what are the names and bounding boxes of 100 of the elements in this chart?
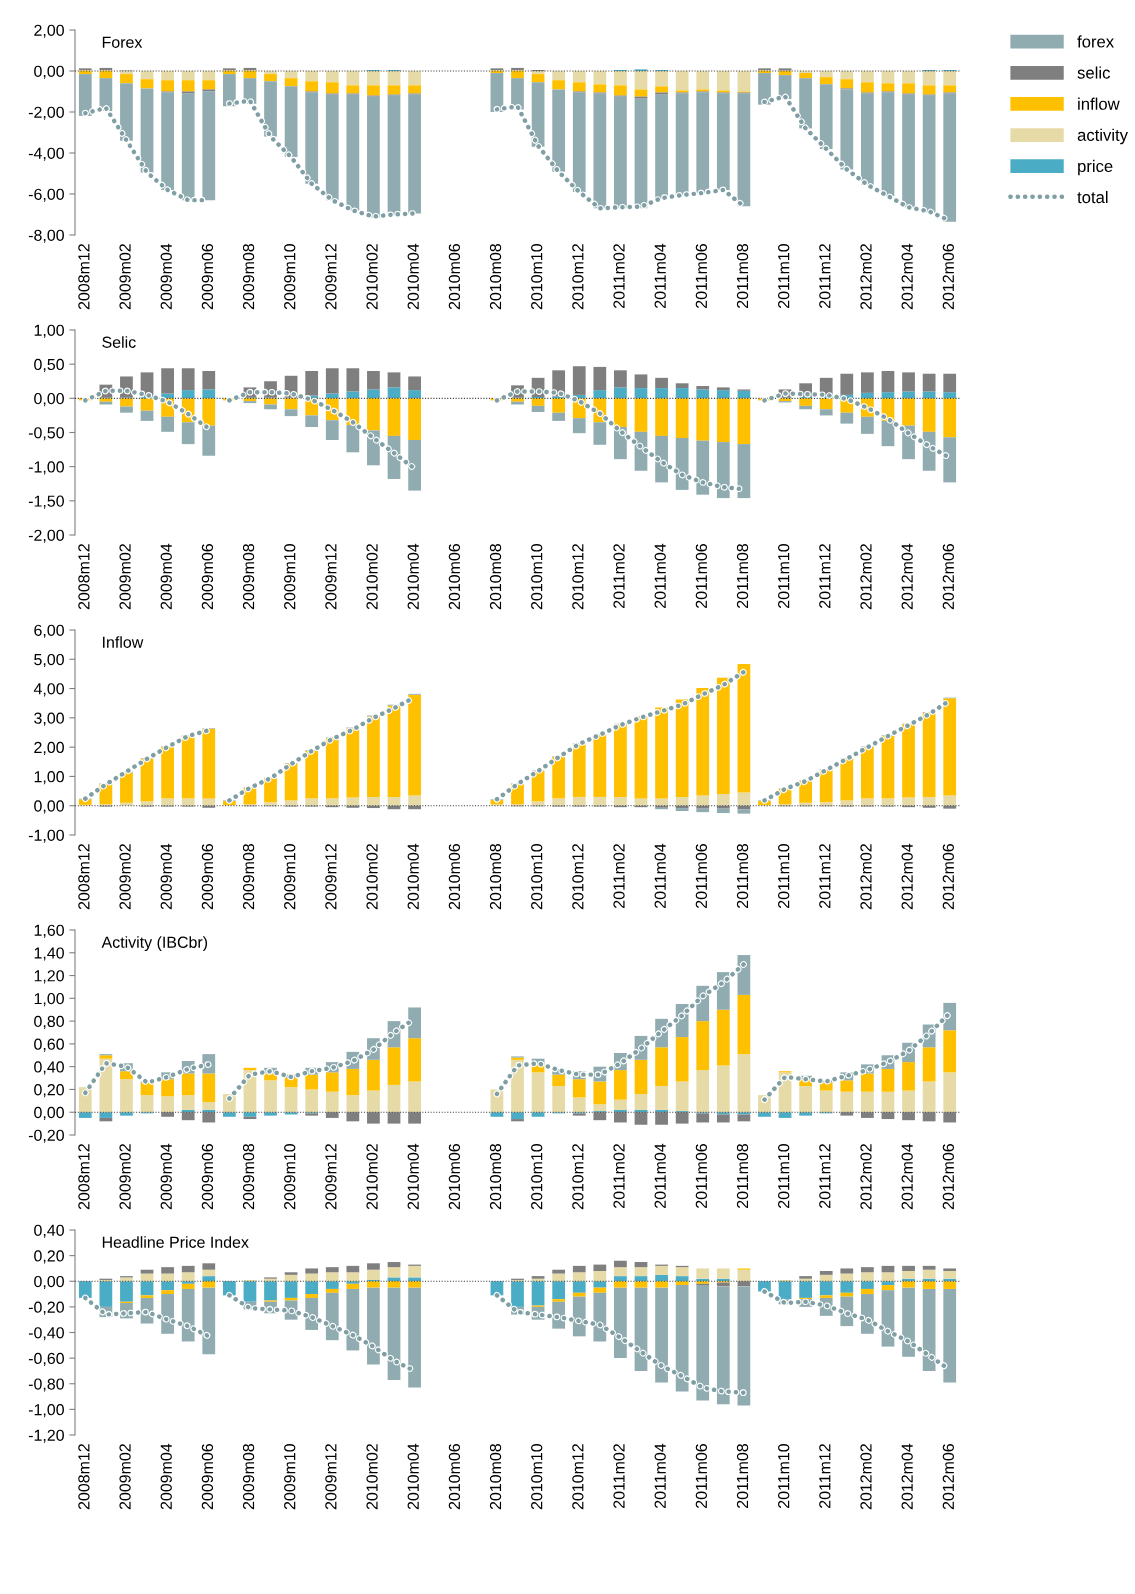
x-tick-label: 2009m08 <box>242 1444 255 1510</box>
x-tick-label: 2011m02 <box>613 244 625 308</box>
chart-title: Forex <box>102 36 143 48</box>
y-tick-label: 0,00 <box>34 392 64 407</box>
x-tick-label: 2009m02 <box>119 844 131 910</box>
x-tick-label: 2009m12 <box>325 544 337 610</box>
y-tick-label: 0,60 <box>34 1038 64 1052</box>
x-tick-label: 2011m10 <box>778 243 790 308</box>
x-tick-label: 2009m10 <box>284 243 296 310</box>
x-tick-label: 2011m06 <box>695 844 708 908</box>
y-tick-label: -0,60 <box>28 1352 64 1366</box>
y-tick-label: -0,40 <box>28 1327 64 1341</box>
x-tick-label: 2011m02 <box>613 844 625 908</box>
y-tick-label: -0,80 <box>28 1378 64 1392</box>
x-tick-label: 2011m06 <box>695 244 708 308</box>
x-tick-label: 2009m12 <box>325 244 337 310</box>
x-tick-label: 2010m12 <box>572 244 584 310</box>
x-tick-label: 2010m06 <box>448 544 461 610</box>
x-tick-label: 2012m06 <box>942 244 954 310</box>
x-tick-label: 2011m10 <box>778 1143 790 1208</box>
y-tick-label: 2,00 <box>34 24 64 38</box>
y-tick-label: -1,00 <box>28 829 64 843</box>
y-tick-label: 6,00 <box>34 624 64 638</box>
x-tick-label: 2009m08 <box>242 244 255 310</box>
legend-label: activity <box>1077 128 1128 145</box>
x-tick-label: 2012m02 <box>860 844 872 910</box>
x-tick-label: 2010m12 <box>572 1444 584 1510</box>
x-tick-label: 2011m08 <box>736 844 749 908</box>
x-tick-label: 2012m04 <box>901 243 913 310</box>
x-tick-label: 2010m12 <box>572 1144 584 1210</box>
y-tick-label: 0,80 <box>34 1015 64 1029</box>
x-tick-label: 2009m10 <box>284 843 296 910</box>
y-tick-label: -1,20 <box>28 1429 64 1443</box>
x-tick-label: 2009m02 <box>119 544 131 610</box>
y-tick-label: 1,60 <box>34 924 64 938</box>
x-tick-label: 2010m10 <box>531 543 543 610</box>
legend-label: total <box>1077 190 1108 204</box>
x-tick-label: 2009m12 <box>325 1144 337 1210</box>
y-tick-label: -1,50 <box>28 495 64 509</box>
chart-title: Activity (IBCbr) <box>101 936 208 952</box>
y-tick-label: -1,00 <box>28 461 64 475</box>
x-tick-label: 2011m12 <box>819 1444 831 1508</box>
x-tick-label: 2010m02 <box>366 244 378 310</box>
x-tick-label: 2012m06 <box>942 1444 954 1510</box>
x-tick-label: 2012m04 <box>901 1143 913 1210</box>
x-tick-label: 2011m06 <box>695 1144 708 1208</box>
x-tick-label: 2011m06 <box>695 1444 708 1508</box>
x-tick-label: 2009m06 <box>201 244 214 310</box>
x-tick-label: 2009m04 <box>160 243 172 310</box>
y-tick-label: 3,00 <box>34 712 64 726</box>
y-tick-label: -2,00 <box>28 529 64 543</box>
y-tick-label: 0,20 <box>34 1250 64 1264</box>
x-tick-label: 2011m08 <box>736 544 749 608</box>
y-tick-label: -1,00 <box>28 1404 64 1418</box>
y-tick-label: -0,50 <box>28 427 64 441</box>
x-tick-label: 2009m08 <box>242 844 255 910</box>
x-tick-label: 2011m12 <box>819 1144 831 1208</box>
chart-title: Headline Price Index <box>102 1236 249 1248</box>
x-tick-label: 2012m06 <box>942 1144 954 1210</box>
x-tick-label: 2011m10 <box>778 1443 790 1508</box>
x-tick-label: 2009m06 <box>201 544 214 610</box>
x-tick-label: 2010m10 <box>531 843 543 910</box>
y-tick-label: 0,00 <box>34 65 64 79</box>
x-tick-label: 2009m12 <box>325 844 337 910</box>
x-tick-label: 2012m02 <box>860 1144 872 1210</box>
y-tick-label: 5,00 <box>34 653 64 668</box>
x-tick-label: 2009m10 <box>284 543 296 610</box>
x-tick-label: 2010m04 <box>407 843 419 910</box>
x-tick-label: 2008m12 <box>78 544 90 610</box>
y-tick-label: -6,00 <box>28 188 64 202</box>
y-tick-label: 4,00 <box>33 683 64 697</box>
y-tick-label: -2,00 <box>28 106 64 120</box>
x-tick-label: 2010m04 <box>407 1143 419 1210</box>
x-tick-label: 2012m04 <box>901 1443 913 1510</box>
x-tick-label: 2011m04 <box>654 1443 666 1508</box>
x-tick-label: 2009m04 <box>160 543 172 610</box>
x-tick-label: 2011m10 <box>778 843 790 908</box>
x-tick-label: 2010m12 <box>572 544 584 610</box>
legend-label: inflow <box>1078 97 1120 110</box>
x-tick-label: 2008m12 <box>78 844 90 910</box>
x-tick-label: 2010m06 <box>448 844 461 910</box>
x-tick-label: 2012m02 <box>860 544 872 610</box>
x-tick-label: 2011m04 <box>654 243 666 308</box>
chart-title: Selic <box>102 336 136 348</box>
legend-label: forex <box>1077 35 1114 48</box>
x-tick-label: 2011m10 <box>778 543 790 608</box>
chart-title: Inflow <box>103 636 144 648</box>
x-tick-label: 2009m08 <box>242 1144 255 1210</box>
x-tick-label: 2010m12 <box>572 844 584 910</box>
x-tick-label: 2012m06 <box>942 844 954 910</box>
x-tick-label: 2011m02 <box>613 1444 625 1508</box>
x-tick-label: 2010m02 <box>366 1444 378 1510</box>
y-tick-label: -0,20 <box>28 1129 64 1143</box>
x-tick-label: 2010m02 <box>366 1144 378 1210</box>
x-tick-label: 2012m04 <box>901 543 913 610</box>
x-tick-label: 2011m08 <box>736 244 749 308</box>
x-tick-label: 2010m08 <box>489 844 502 910</box>
x-tick-label: 2009m06 <box>201 1444 214 1510</box>
x-tick-label: 2009m02 <box>119 244 131 310</box>
x-tick-label: 2009m04 <box>160 843 172 910</box>
